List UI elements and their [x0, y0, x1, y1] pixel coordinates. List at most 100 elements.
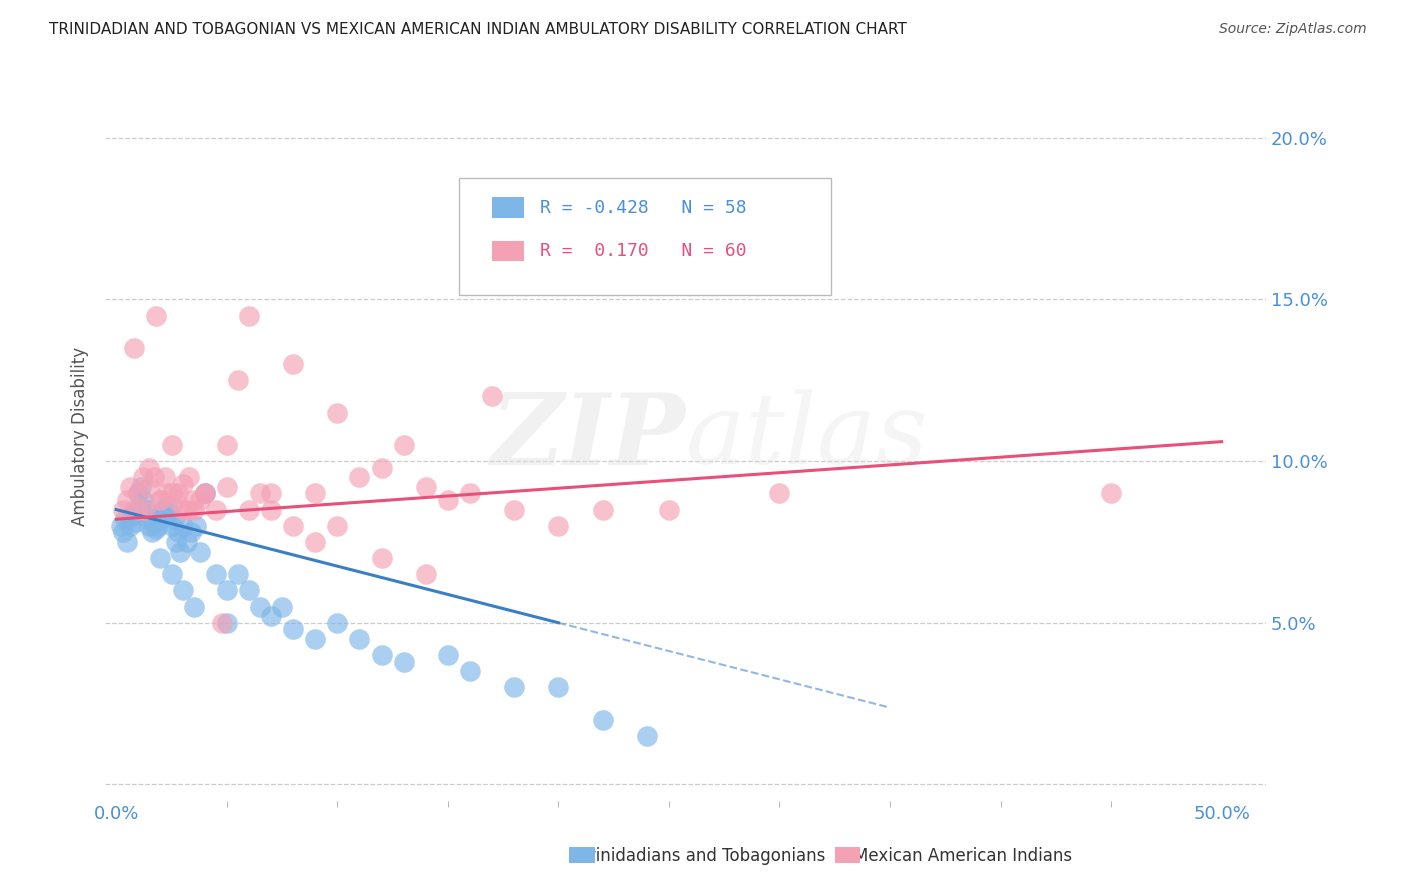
Point [547, 681, 569, 695]
Point [122, 502, 145, 516]
Point [134, 502, 156, 516]
Point [215, 480, 238, 494]
Point [260, 502, 283, 516]
Point [149, 492, 172, 507]
Point [370, 648, 392, 662]
Point [349, 632, 371, 646]
Point [134, 509, 156, 524]
Point [281, 622, 304, 636]
Point [160, 567, 183, 582]
Point [165, 535, 187, 549]
Text: TRINIDADIAN AND TOBAGONIAN VS MEXICAN AMERICAN INDIAN AMBULATORY DISABILITY CORR: TRINIDADIAN AND TOBAGONIAN VS MEXICAN AM… [49, 22, 907, 37]
Point [138, 460, 160, 475]
Point [592, 713, 614, 727]
Point [184, 518, 207, 533]
Point [127, 486, 149, 500]
Point [1099, 486, 1122, 500]
Point [636, 729, 658, 743]
Point [132, 492, 155, 507]
Text: atlas: atlas [686, 389, 928, 484]
Point [176, 502, 198, 516]
Point [326, 615, 349, 630]
Text: Mexican American Indians: Mexican American Indians [853, 847, 1073, 865]
Point [141, 525, 163, 540]
Point [238, 309, 260, 323]
Point [157, 506, 180, 520]
Point [260, 609, 283, 624]
FancyBboxPatch shape [460, 178, 831, 295]
Point [304, 535, 326, 549]
Point [249, 486, 271, 500]
Point [304, 486, 326, 500]
Point [194, 486, 217, 500]
Point [172, 518, 194, 533]
Point [153, 509, 176, 524]
Point [138, 518, 160, 533]
Point [172, 502, 194, 516]
Point [281, 518, 304, 533]
Point [503, 681, 526, 695]
Point [163, 512, 186, 526]
Point [145, 309, 167, 323]
Point [149, 551, 172, 566]
Point [547, 518, 569, 533]
Point [458, 486, 481, 500]
Point [180, 525, 202, 540]
Point [149, 492, 172, 507]
Point [458, 665, 481, 679]
Point [136, 502, 159, 516]
Point [111, 525, 134, 540]
Point [156, 500, 179, 514]
Bar [492, 241, 524, 261]
Point [658, 502, 681, 516]
Text: Source: ZipAtlas.com: Source: ZipAtlas.com [1219, 22, 1367, 37]
Point [142, 470, 165, 484]
Point [481, 389, 503, 403]
Point [117, 535, 139, 549]
Point [183, 502, 205, 516]
Point [188, 544, 211, 558]
Point [152, 502, 174, 516]
Point [110, 518, 132, 533]
Point [148, 518, 170, 533]
Point [349, 470, 371, 484]
Point [204, 502, 226, 516]
Point [138, 480, 160, 494]
Text: R = -0.428   N = 58: R = -0.428 N = 58 [540, 199, 747, 217]
Text: Trinidadians and Tobagonians: Trinidadians and Tobagonians [581, 847, 825, 865]
Point [160, 438, 183, 452]
Point [127, 502, 149, 516]
Point [592, 502, 614, 516]
Point [127, 486, 149, 500]
Point [326, 518, 349, 533]
Point [204, 567, 226, 582]
Point [156, 486, 179, 500]
Point [122, 341, 145, 355]
Point [215, 583, 238, 598]
Point [125, 516, 148, 530]
Point [437, 492, 460, 507]
Point [132, 470, 155, 484]
Point [370, 551, 392, 566]
Text: ZIP: ZIP [491, 389, 686, 485]
Point [194, 486, 217, 500]
Point [194, 486, 217, 500]
Bar [492, 197, 524, 218]
Point [238, 583, 260, 598]
Point [167, 486, 190, 500]
Point [145, 522, 167, 536]
Point [153, 470, 176, 484]
Point [415, 567, 437, 582]
Point [215, 438, 238, 452]
Point [165, 492, 187, 507]
Point [326, 405, 349, 419]
Text: R =  0.170   N = 60: R = 0.170 N = 60 [540, 243, 747, 260]
Point [392, 438, 415, 452]
Point [118, 518, 141, 533]
Y-axis label: Ambulatory Disability: Ambulatory Disability [72, 347, 89, 526]
Point [169, 544, 191, 558]
Point [437, 648, 460, 662]
Point [226, 567, 249, 582]
Point [117, 492, 139, 507]
Point [271, 599, 294, 614]
